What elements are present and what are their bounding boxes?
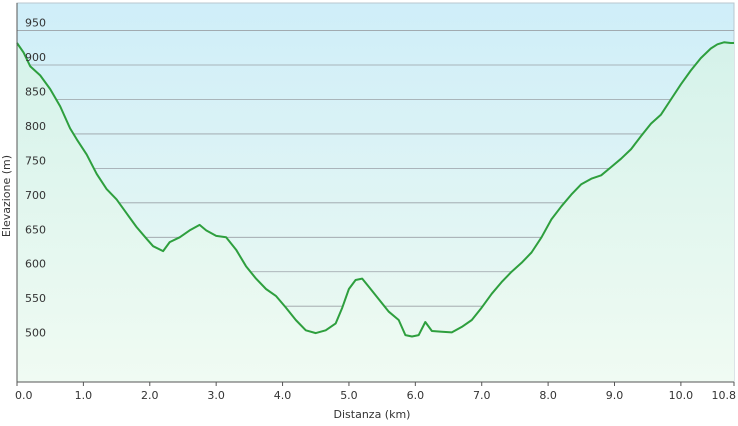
y-tick-labels: 500 550 600 650 700 750 800 850 900 950 bbox=[25, 17, 46, 340]
x-tick-label: 0.0 bbox=[15, 389, 33, 402]
x-tick-labels: 0.0 1.0 2.0 3.0 4.0 5.0 6.0 7.0 8.0 9.0 10.0 10.8 bbox=[15, 382, 736, 402]
y-tick-label: 550 bbox=[25, 292, 46, 305]
x-tick-label: 5.0 bbox=[340, 389, 358, 402]
x-tick-label: 1.0 bbox=[75, 389, 93, 402]
x-tick-label: 6.0 bbox=[407, 389, 425, 402]
x-tick-label: 3.0 bbox=[207, 389, 225, 402]
x-tick-label: 8.0 bbox=[539, 389, 557, 402]
elevation-series-line bbox=[16, 41, 734, 338]
y-tick-label: 800 bbox=[25, 120, 46, 133]
y-tick-label: 900 bbox=[25, 51, 46, 64]
y-tick-label: 700 bbox=[25, 189, 46, 202]
x-tick-label: 2.0 bbox=[141, 389, 159, 402]
elevation-area-fill bbox=[17, 42, 734, 383]
y-tick-label: 950 bbox=[25, 17, 46, 30]
x-tick-label: 10.8 bbox=[712, 389, 737, 402]
y-tick-label: 750 bbox=[25, 154, 46, 167]
x-tick-label: 4.0 bbox=[274, 389, 292, 402]
y-axis-title: Elevazione (m) bbox=[0, 155, 13, 237]
x-tick-label: 9.0 bbox=[606, 389, 624, 402]
x-tick-label: 7.0 bbox=[473, 389, 491, 402]
y-tick-label: 600 bbox=[25, 258, 46, 271]
x-tick-label: 10.0 bbox=[669, 389, 694, 402]
y-tick-label: 650 bbox=[25, 223, 46, 236]
y-tick-label: 500 bbox=[25, 327, 46, 340]
y-tick-label: 850 bbox=[25, 85, 46, 98]
x-axis-title: Distanza (km) bbox=[334, 408, 411, 421]
